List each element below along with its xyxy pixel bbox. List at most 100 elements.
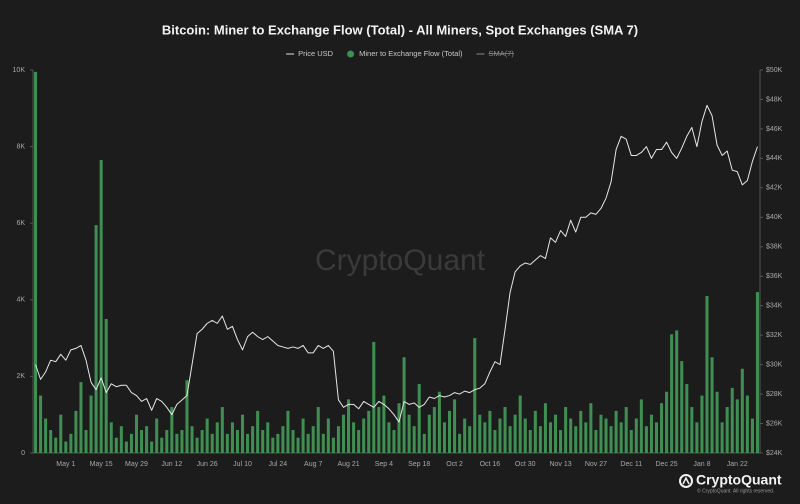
bar bbox=[49, 430, 53, 453]
x-tick-label: Jul 10 bbox=[233, 461, 252, 468]
bar bbox=[670, 334, 674, 453]
bar bbox=[725, 407, 729, 453]
y2-tick-label: $28K bbox=[766, 391, 783, 398]
x-tick-label: Jan 22 bbox=[727, 461, 748, 468]
bar bbox=[513, 414, 517, 453]
bar bbox=[134, 414, 139, 453]
bar bbox=[685, 384, 689, 453]
logo-icon-mark bbox=[682, 476, 690, 485]
x-tick-label: Jun 26 bbox=[197, 461, 218, 468]
legend-item[interactable]: Miner to Exchange Flow (Total) bbox=[347, 49, 463, 58]
bar bbox=[442, 422, 446, 453]
bar bbox=[357, 430, 361, 453]
bar bbox=[705, 295, 709, 453]
bar bbox=[205, 418, 209, 453]
x-tick-label: Jan 8 bbox=[693, 461, 710, 468]
bar bbox=[695, 422, 699, 453]
bar bbox=[89, 395, 93, 453]
bar bbox=[271, 437, 275, 453]
bar bbox=[276, 433, 280, 453]
legend-label: Price USD bbox=[298, 49, 334, 58]
legend: Price USD Miner to Exchange Flow (Total) S… bbox=[286, 49, 514, 58]
bar bbox=[660, 403, 664, 453]
bar bbox=[69, 433, 73, 453]
y2-tick-label: $44K bbox=[766, 155, 783, 162]
bar bbox=[331, 437, 335, 453]
bar bbox=[256, 410, 260, 453]
legend-item[interactable]: SMA(7) bbox=[476, 49, 514, 58]
bar bbox=[644, 426, 648, 453]
bar bbox=[447, 410, 452, 453]
x-tick-label: Dec 11 bbox=[620, 461, 642, 468]
bar bbox=[39, 395, 43, 453]
bar bbox=[296, 437, 300, 453]
bar bbox=[503, 407, 507, 453]
bar bbox=[463, 418, 467, 453]
bar bbox=[165, 430, 169, 453]
bar bbox=[251, 426, 255, 453]
bar bbox=[432, 407, 436, 453]
bar bbox=[94, 225, 98, 453]
bar bbox=[654, 422, 659, 453]
bar bbox=[730, 387, 734, 453]
bar bbox=[755, 292, 759, 453]
bar bbox=[473, 338, 477, 453]
bar bbox=[599, 414, 603, 453]
y2-tick-label: $34K bbox=[766, 303, 783, 310]
bar bbox=[397, 403, 401, 453]
bar bbox=[710, 357, 714, 453]
bar bbox=[614, 410, 618, 453]
bar bbox=[382, 395, 386, 453]
bar bbox=[624, 407, 628, 453]
bar bbox=[119, 426, 123, 453]
bar bbox=[468, 426, 472, 453]
bar bbox=[604, 418, 608, 453]
x-tick-label: Nov 27 bbox=[585, 461, 607, 468]
bar bbox=[64, 441, 68, 453]
bar bbox=[458, 433, 462, 453]
legend-label: SMA(7) bbox=[488, 49, 514, 58]
bar bbox=[311, 426, 315, 453]
bar bbox=[215, 422, 219, 453]
y2-tick-label: $40K bbox=[766, 214, 783, 221]
y2-tick-label: $24K bbox=[766, 450, 783, 457]
bar bbox=[392, 430, 396, 453]
legend-label: Miner to Exchange Flow (Total) bbox=[359, 49, 463, 58]
bar bbox=[412, 426, 416, 453]
bar bbox=[220, 407, 224, 453]
x-tick-label: Jul 24 bbox=[269, 461, 288, 468]
bar bbox=[453, 399, 457, 453]
x-tick-label: May 1 bbox=[56, 461, 75, 468]
bar bbox=[740, 368, 744, 453]
watermark: CryptoQuant bbox=[315, 244, 486, 277]
bar bbox=[225, 433, 229, 453]
bar bbox=[387, 422, 391, 453]
bar bbox=[79, 382, 83, 453]
y2-tick-label: $42K bbox=[766, 185, 783, 192]
bar bbox=[281, 426, 285, 453]
price-line bbox=[35, 104, 758, 423]
bar bbox=[372, 341, 376, 453]
bar bbox=[104, 318, 108, 453]
bar bbox=[619, 422, 623, 453]
legend-item[interactable]: Price USD bbox=[286, 49, 334, 58]
bar bbox=[266, 422, 270, 453]
bar bbox=[609, 426, 613, 453]
plot-area bbox=[34, 71, 759, 453]
y-tick-label: 2K bbox=[16, 373, 25, 380]
bar bbox=[629, 430, 633, 453]
bar bbox=[160, 437, 164, 453]
bar bbox=[150, 441, 154, 453]
bar bbox=[341, 414, 346, 453]
bar bbox=[170, 407, 174, 453]
bar bbox=[190, 426, 194, 453]
y2-tick-label: $46K bbox=[766, 126, 783, 133]
bar bbox=[594, 430, 598, 453]
bar bbox=[54, 437, 58, 453]
bar bbox=[99, 160, 103, 453]
bar bbox=[261, 430, 265, 453]
bar bbox=[326, 418, 330, 453]
logo-icon bbox=[679, 474, 693, 488]
bar bbox=[533, 410, 537, 453]
